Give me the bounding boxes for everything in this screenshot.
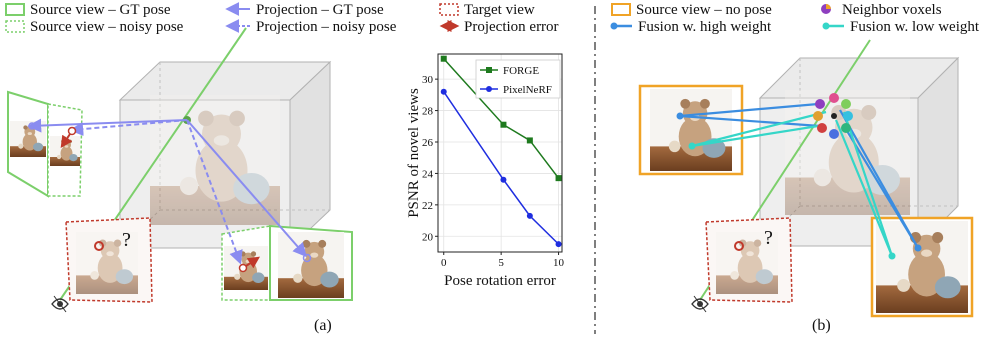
eye-icon	[51, 295, 69, 313]
legend-proj-gt: Projection – GT pose	[256, 2, 384, 18]
target-question-mark: ?	[122, 229, 131, 251]
psnr-chart: 20 22 24 26 28 30 0 5 10 FORGE PixelNeRF Pose ro…	[406, 53, 565, 289]
legend-swatch-source-noisy	[5, 20, 25, 33]
legend-pixelnerf: PixelNeRF	[503, 84, 552, 96]
chart-ytick-label: 24	[422, 168, 434, 180]
legend-forge: FORGE	[503, 65, 539, 77]
chart-point-pixelnerf	[555, 241, 562, 248]
legend-source-gt: Source view – GT pose	[30, 2, 171, 18]
panel-b-scene: ?	[638, 39, 974, 318]
source-view-nopose-right	[870, 216, 974, 318]
chart-ytick-label: 30	[422, 74, 434, 86]
legend-proj-error: Projection error	[464, 19, 559, 35]
chart-point-pixelnerf	[526, 212, 533, 219]
source-view-left-gt	[7, 90, 49, 198]
chart-ytick-label: 20	[422, 231, 434, 243]
chart-series	[440, 55, 562, 248]
legend-b: Source view – no pose Neighbor voxels Fu…	[610, 2, 980, 35]
chart-ytick-label: 22	[422, 200, 433, 212]
legend-target: Target view	[464, 2, 535, 18]
neighbor-voxels	[813, 93, 853, 139]
chart-point-forge	[526, 137, 533, 144]
legend-swatch-source-gt	[5, 3, 25, 16]
panel-a-scene: ?	[7, 27, 353, 313]
chart-ytick-label: 28	[422, 106, 434, 118]
legend-fusion-high: Fusion w. high weight	[638, 19, 772, 35]
target-view: ?	[65, 217, 153, 303]
legend-swatch-target	[439, 3, 459, 16]
chart-point-forge	[555, 175, 562, 182]
chart-xtick-label: 5	[498, 257, 504, 269]
chart-frame	[437, 53, 563, 253]
eye-icon-b	[691, 295, 709, 313]
caption-b: (b)	[812, 317, 831, 334]
legend-swatch-nopose	[611, 3, 631, 16]
target-question-mark-b: ?	[764, 227, 773, 249]
chart-line-forge	[443, 58, 560, 179]
source-view-left-noisy	[47, 103, 83, 197]
chart-point-forge	[500, 121, 507, 128]
chart-point-pixelnerf	[440, 88, 447, 95]
legend-source-nopose: Source view – no pose	[636, 2, 772, 18]
caption-a: (a)	[314, 317, 332, 334]
chart-xtick-label: 10	[553, 257, 565, 269]
chart-point-pixelnerf	[500, 176, 507, 183]
fusion-lines	[676, 102, 922, 260]
chart-ytick-label: 26	[422, 137, 434, 149]
legend-fusion-low: Fusion w. low weight	[850, 19, 980, 35]
chart-legend: FORGE PixelNeRF	[475, 59, 561, 99]
chart-line-pixelnerf	[443, 91, 560, 245]
chart-ticks: 20 22 24 26 28 30 0 5 10	[422, 74, 565, 269]
legend-a: Source view – GT pose Source view – nois…	[5, 1, 559, 35]
chart-point-forge	[440, 55, 447, 62]
chart-xtick-label: 0	[441, 257, 447, 269]
source-view-nopose-left	[638, 84, 744, 176]
target-view-b: ?	[705, 217, 793, 303]
source-view-right-noisy	[221, 225, 271, 301]
legend-proj-noisy: Projection – noisy pose	[256, 19, 397, 35]
chart-ylabel: PSNR of novel views	[406, 88, 422, 218]
chart-xlabel: Pose rotation error	[444, 273, 556, 289]
legend-source-noisy: Source view – noisy pose	[30, 19, 184, 35]
legend-neighbor: Neighbor voxels	[842, 2, 942, 18]
source-view-right-gt	[269, 224, 353, 301]
